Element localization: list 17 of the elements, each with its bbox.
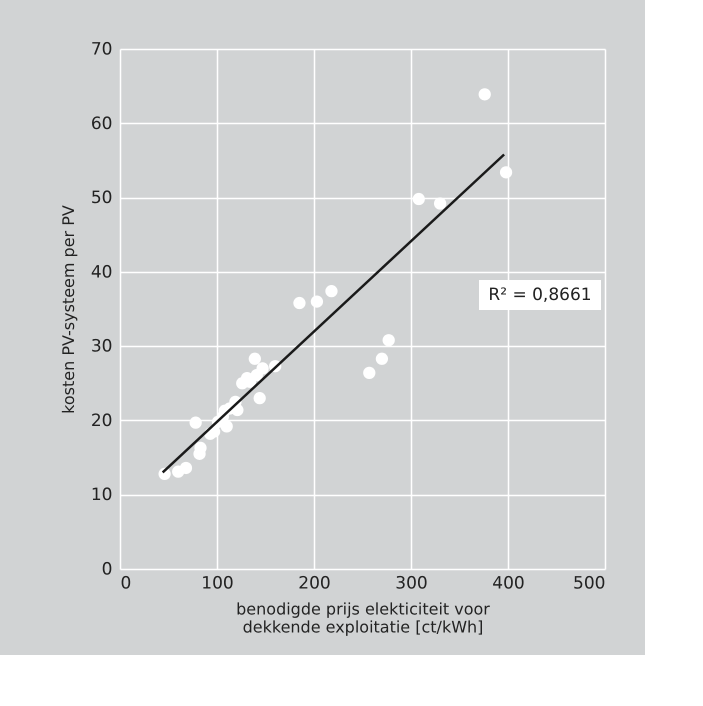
y-tick-label: 60 <box>90 114 112 134</box>
x-tick-label: 400 <box>492 574 525 594</box>
y-tick-label: 50 <box>90 188 112 208</box>
y-tick-label: 70 <box>90 40 112 60</box>
y-tick-label: 0 <box>102 560 112 580</box>
x-tick-label: 0 <box>120 574 132 594</box>
y-axis-title: kosten PV-systeem per PV <box>58 205 78 414</box>
x-tick-label: 200 <box>298 574 331 594</box>
y-tick-label: 40 <box>90 262 112 282</box>
annotation: R² = 0,8661 <box>488 285 592 305</box>
x-axis-title: benodigde prijs elekticiteit voor dekkende exploitatie [ct/kWh] <box>236 600 490 636</box>
y-tick-label: 30 <box>90 336 112 357</box>
x-tick-label: 100 <box>201 574 234 594</box>
x-tick-label: 300 <box>395 574 428 594</box>
x-tick-label: 500 <box>573 574 606 594</box>
y-tick-label: 10 <box>90 485 112 506</box>
y-tick-label: 20 <box>90 410 112 431</box>
